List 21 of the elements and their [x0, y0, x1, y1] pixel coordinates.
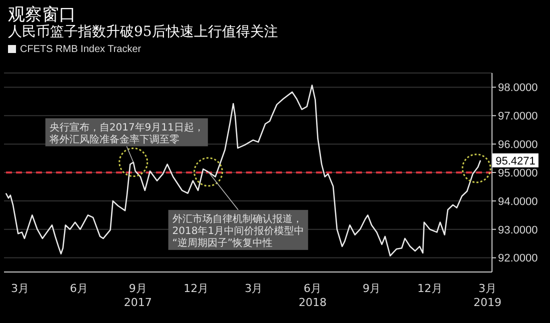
x-tick-label: 9月: [362, 282, 381, 295]
y-tick-label: 97.0000: [498, 110, 538, 123]
y-tick-label: 93.0000: [498, 224, 538, 236]
data-label: 95.4271: [496, 155, 536, 168]
y-tick-label: 92.0000: [498, 252, 538, 265]
legend-label: CFETS RMB Index Tracker: [20, 44, 142, 55]
y-tick-label: 96.0000: [498, 138, 538, 151]
y-tick-label: 94.0000: [498, 196, 538, 208]
annotation: 央行宣布，自2017年9月11日起，将外汇风险准备金率下调至零: [48, 121, 204, 146]
x-tick-label: 3月: [11, 282, 30, 295]
x-tick-label: 3月 2019: [474, 282, 502, 309]
chart-subtitle: 人民币篮子指数升破95后快速上行值得关注: [8, 23, 278, 41]
y-tick-label: 98.0000: [498, 82, 538, 94]
chart-title: 观察窗口: [8, 4, 76, 25]
x-tick-label: 6月: [70, 282, 88, 295]
x-tick-label: 3月: [244, 282, 263, 295]
x-tick-label: 6月 2018: [298, 282, 327, 309]
x-tick-label: 12月: [184, 282, 209, 295]
y-tick-label: 95.0000: [498, 167, 538, 180]
x-tick-label: 9月 2017: [124, 282, 152, 309]
x-tick-label: 12月: [417, 282, 442, 295]
